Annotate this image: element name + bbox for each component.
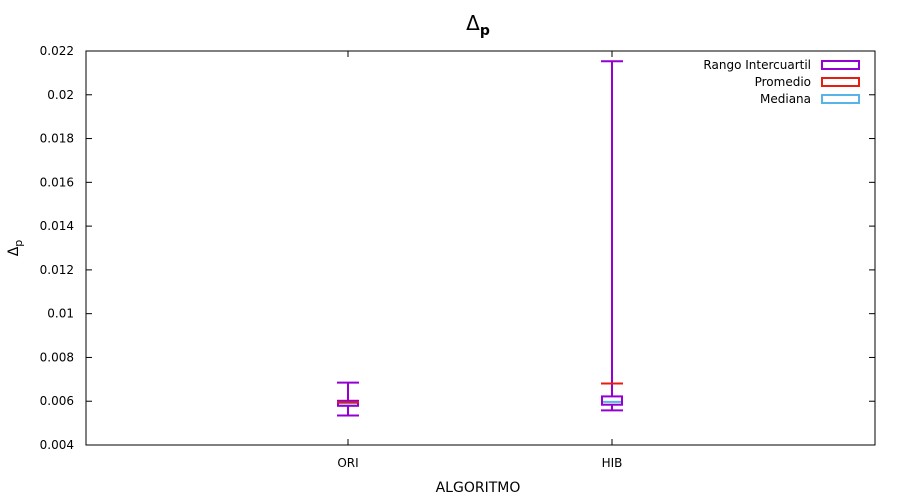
x-axis-title: ALGORITMO — [436, 480, 521, 496]
legend: Rango Intercuartil Promedio Mediana — [703, 58, 860, 106]
x-tick-label: ORI — [337, 456, 358, 470]
legend-label: Mediana — [760, 92, 811, 106]
y-tick-label: 0.022 — [40, 44, 74, 58]
y-tick-label: 0.016 — [40, 175, 74, 189]
box-ori — [337, 381, 359, 417]
box-plots — [337, 60, 623, 417]
y-axis: 0.004 0.006 0.008 0.01 0.012 0.014 0.016 0.018 0… — [40, 44, 875, 452]
y-tick-label: 0.018 — [40, 132, 74, 146]
legend-swatch — [821, 60, 860, 70]
box-hib — [601, 60, 623, 412]
iqr-box — [601, 395, 623, 406]
y-axis-title: Δp — [6, 240, 25, 257]
chart-title-subscript: p — [480, 23, 490, 39]
plot-area — [85, 50, 876, 446]
y-tick-label: 0.01 — [47, 307, 74, 321]
legend-swatch — [821, 94, 860, 104]
y-axis-title-main: Δ — [6, 246, 22, 256]
chart-title: Δp — [466, 11, 490, 39]
legend-swatch — [821, 77, 860, 87]
y-tick-label: 0.008 — [40, 350, 74, 364]
y-tick-label: 0.02 — [47, 88, 74, 102]
x-tick-label: HIB — [602, 456, 623, 470]
y-tick-label: 0.012 — [40, 263, 74, 277]
y-axis-title-subscript: p — [12, 240, 25, 247]
legend-label: Rango Intercuartil — [703, 58, 811, 72]
legend-label: Promedio — [755, 75, 811, 89]
svg-text:Δp: Δp — [6, 240, 25, 257]
y-tick-label: 0.004 — [40, 438, 74, 452]
y-tick-label: 0.006 — [40, 394, 74, 408]
y-tick-label: 0.014 — [40, 219, 74, 233]
x-axis: ORI HIB — [337, 51, 622, 470]
